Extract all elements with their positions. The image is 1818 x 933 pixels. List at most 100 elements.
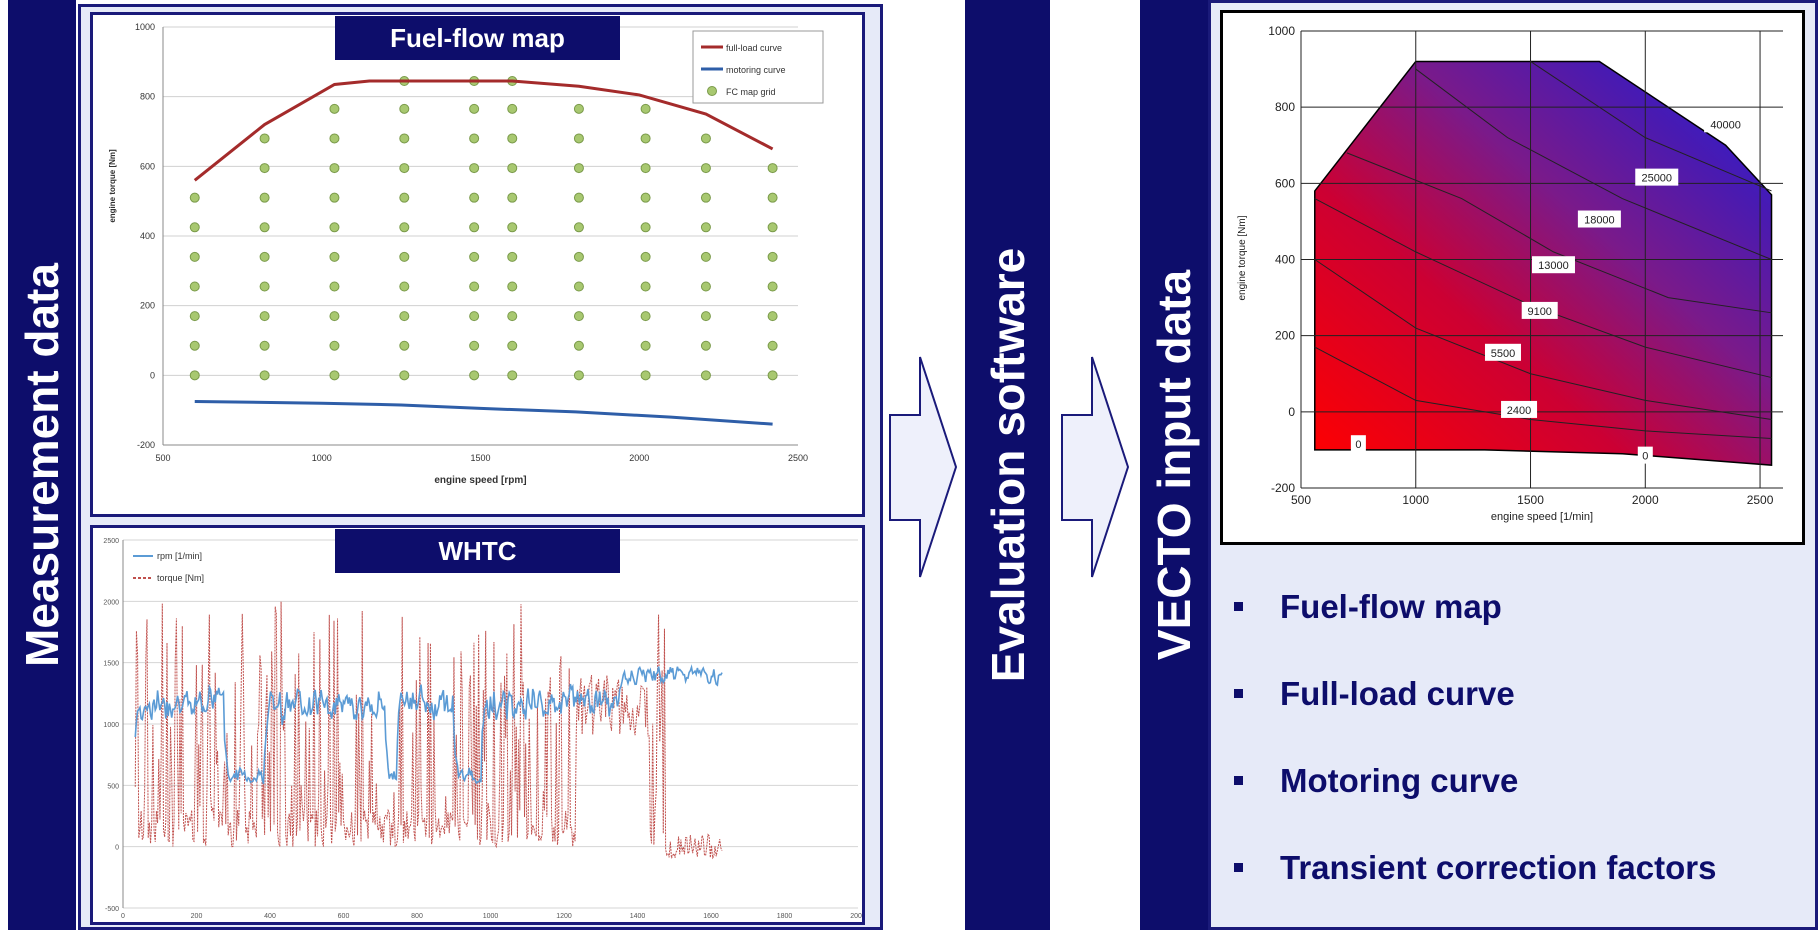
contour-label-bg bbox=[1577, 210, 1621, 228]
fc-map-grid-point bbox=[700, 251, 711, 262]
fc-map-grid-point bbox=[700, 281, 711, 292]
fc-map-grid-point bbox=[640, 311, 651, 322]
y-tick-label: 400 bbox=[140, 231, 155, 241]
legend-label: full-load curve bbox=[726, 43, 782, 53]
x-tick-label: 800 bbox=[411, 913, 423, 920]
vecto-input-data-label: VECTO input data bbox=[1148, 269, 1200, 661]
contour-label: 25000 bbox=[1641, 173, 1672, 185]
fc-map-grid-point bbox=[469, 163, 480, 174]
fc-map-grid-point bbox=[507, 311, 518, 322]
y-tick-label: 500 bbox=[107, 783, 119, 790]
fc-map-grid-point bbox=[189, 251, 200, 262]
x-tick-label: 1200 bbox=[556, 913, 572, 920]
y-tick-label: 2000 bbox=[103, 599, 119, 606]
fc-map-grid-point bbox=[469, 251, 480, 262]
fc-map-grid-point bbox=[507, 340, 518, 351]
fc-map-grid-point bbox=[399, 311, 410, 322]
contour-label-bg bbox=[1484, 343, 1521, 361]
fc-map-grid-point bbox=[259, 311, 270, 322]
y-tick-label: 200 bbox=[140, 301, 155, 311]
evaluation-software-bar: Evaluation software bbox=[965, 0, 1050, 930]
fc-map-grid-point bbox=[469, 311, 480, 322]
y-axis-label: engine torque [Nm] bbox=[108, 149, 117, 223]
fc-map-grid-point bbox=[259, 370, 270, 381]
fuel-flow-map-chart: -200 0 200 400 600 800 1000 500 1000 1500 2000 2500… bbox=[90, 12, 865, 517]
fc-map-grid-point bbox=[329, 370, 340, 381]
fc-map-grid-point bbox=[189, 222, 200, 233]
y-tick-label: -200 bbox=[1271, 481, 1295, 495]
measurement-data-bar: Measurement data bbox=[8, 0, 76, 930]
output-item: Motoring curve bbox=[1230, 759, 1716, 846]
y-tick-label: -500 bbox=[105, 906, 119, 913]
vecto-contour-chart: 500 1000 1500 2000 2500 -200 0 200 400 600 800 1000… bbox=[1220, 10, 1805, 545]
fc-map-grid-point bbox=[640, 222, 651, 233]
output-item-label: Transient correction factors bbox=[1280, 849, 1717, 886]
fc-map-grid-point bbox=[640, 340, 651, 351]
legend-label: torque [Nm] bbox=[157, 573, 204, 583]
fc-map-grid-point bbox=[573, 281, 584, 292]
x-tick-label: 200 bbox=[191, 913, 203, 920]
fc-map-grid-point bbox=[573, 133, 584, 144]
y-tick-label: 1000 bbox=[135, 22, 155, 32]
fc-map-grid-point bbox=[640, 281, 651, 292]
fc-map-grid-point bbox=[399, 370, 410, 381]
x-tick-label: 400 bbox=[264, 913, 276, 920]
output-item-label: Fuel-flow map bbox=[1280, 588, 1502, 625]
fc-map-grid-point bbox=[399, 251, 410, 262]
contour-label: 5500 bbox=[1491, 348, 1515, 360]
fc-map-grid-point bbox=[259, 163, 270, 174]
fc-map-grid-point bbox=[259, 340, 270, 351]
x-tick-label: 1000 bbox=[1402, 493, 1429, 507]
y-tick-label: 800 bbox=[140, 92, 155, 102]
fc-map-grid-point bbox=[640, 103, 651, 114]
output-item: Fuel-flow map bbox=[1230, 585, 1716, 672]
x-tick-label: 1800 bbox=[777, 913, 793, 920]
fc-map-grid-point bbox=[259, 133, 270, 144]
fc-map-grid-point bbox=[640, 192, 651, 203]
fc-map-grid-point bbox=[507, 281, 518, 292]
fc-map-grid-point bbox=[329, 192, 340, 203]
x-tick-label: 1500 bbox=[470, 453, 490, 463]
fc-map-grid-point bbox=[329, 251, 340, 262]
output-list: Fuel-flow map Full-load curve Motoring c… bbox=[1230, 585, 1716, 933]
fc-map-grid-point bbox=[399, 163, 410, 174]
x-axis-label: engine speed [rpm] bbox=[434, 475, 526, 486]
fc-map-grid-point bbox=[189, 281, 200, 292]
vecto-contour-svg: 500 1000 1500 2000 2500 -200 0 200 400 600 800 1000… bbox=[1237, 24, 1783, 523]
fc-map-grid-point bbox=[573, 251, 584, 262]
fc-map-grid-point bbox=[399, 133, 410, 144]
fc-map-grid-point bbox=[507, 222, 518, 233]
fc-map-grid-point bbox=[259, 222, 270, 233]
fc-map-grid-point bbox=[767, 281, 778, 292]
y-axis-label: engine torque [Nm] bbox=[1237, 215, 1248, 300]
bullet-icon bbox=[1234, 776, 1243, 785]
x-tick-label: 1000 bbox=[312, 453, 332, 463]
y-tick-label: 800 bbox=[1275, 100, 1295, 114]
fc-map-grid-point bbox=[573, 340, 584, 351]
fc-map-grid-point bbox=[573, 311, 584, 322]
fc-map-grid-point bbox=[700, 163, 711, 174]
evaluation-software-label: Evaluation software bbox=[981, 247, 1034, 683]
contour-label: 13000 bbox=[1538, 260, 1569, 272]
vecto-input-data-bar: VECTO input data bbox=[1140, 0, 1208, 930]
fc-map-grid-point bbox=[573, 192, 584, 203]
fc-map-grid-point bbox=[767, 340, 778, 351]
motoring-curve bbox=[194, 399, 773, 426]
y-tick-label: 0 bbox=[115, 845, 119, 852]
fc-map-grid-point bbox=[329, 281, 340, 292]
fc-map-grid-point bbox=[259, 281, 270, 292]
fc-map-grid-point bbox=[469, 370, 480, 381]
contour-label: 0 bbox=[1355, 439, 1361, 451]
y-tick-label: 1500 bbox=[103, 661, 119, 668]
fc-map-grid-point bbox=[189, 340, 200, 351]
legend-label: motoring curve bbox=[726, 65, 786, 75]
x-tick-label: 2500 bbox=[788, 453, 808, 463]
fc-map-grid-point bbox=[640, 133, 651, 144]
y-tick-label: 2500 bbox=[103, 538, 119, 545]
rpm-series-line bbox=[134, 664, 723, 785]
fc-map-grid-point bbox=[329, 103, 340, 114]
fc-map-grid-point bbox=[700, 133, 711, 144]
bullet-icon bbox=[1234, 863, 1243, 872]
x-tick-label: 2500 bbox=[1747, 493, 1774, 507]
